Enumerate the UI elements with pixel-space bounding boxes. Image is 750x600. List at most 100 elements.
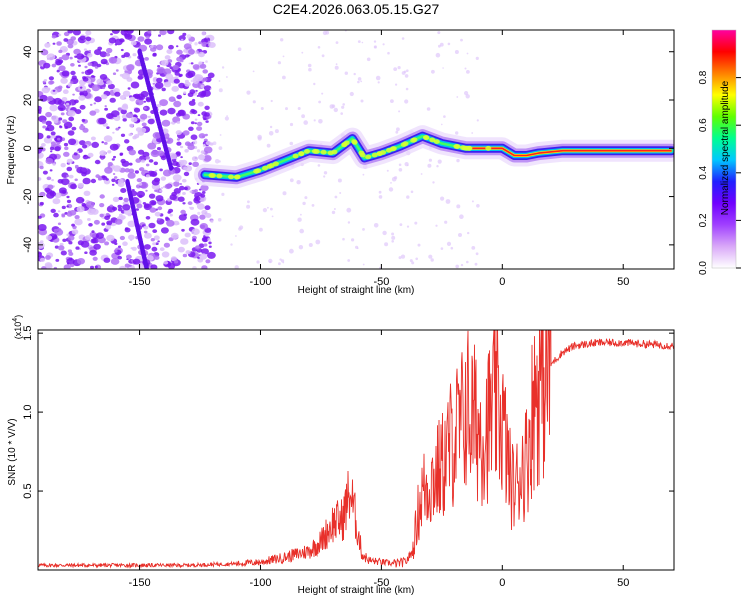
- noise-speck: [428, 158, 432, 162]
- noise-blob: [200, 193, 206, 198]
- noise-speck: [246, 90, 251, 95]
- noise-speck: [342, 103, 346, 106]
- noise-speck: [397, 66, 401, 70]
- ridge-blob: [262, 165, 268, 171]
- noise-blob: [66, 158, 73, 164]
- noise-blob: [191, 156, 199, 162]
- noise-blob: [60, 77, 68, 84]
- noise-blob: [108, 56, 118, 64]
- noise-blob: [102, 86, 106, 90]
- noise-speck: [221, 66, 225, 69]
- noise-blob: [104, 241, 110, 246]
- noise-blob: [133, 114, 137, 118]
- noise-blob: [52, 163, 56, 166]
- noise-blob: [176, 94, 182, 100]
- noise-blob: [149, 207, 157, 213]
- noise-speck: [307, 63, 312, 68]
- noise-speck: [337, 178, 342, 183]
- noise-speck: [301, 114, 305, 119]
- noise-blob: [157, 147, 161, 151]
- noise-blob: [115, 127, 120, 131]
- noise-speck: [235, 235, 237, 237]
- noise-speck: [304, 196, 308, 200]
- noise-blob: [134, 134, 140, 139]
- noise-blob: [79, 86, 83, 89]
- noise-blob: [127, 172, 136, 179]
- noise-blob: [208, 245, 212, 248]
- noise-blob: [196, 126, 203, 131]
- noise-blob: [181, 38, 184, 41]
- noise-blob: [187, 201, 193, 206]
- noise-blob: [43, 79, 48, 82]
- noise-speck: [289, 122, 294, 127]
- noise-speck: [387, 51, 390, 55]
- noise-blob: [178, 35, 186, 41]
- noise-blob: [56, 228, 62, 232]
- x-tick-label: 0: [499, 577, 505, 589]
- noise-speck: [362, 263, 365, 266]
- noise-blob: [183, 166, 188, 171]
- noise-blob: [164, 81, 172, 88]
- noise-blob: [112, 72, 117, 75]
- noise-blob: [104, 107, 108, 111]
- x-tick-label: -100: [249, 577, 271, 589]
- noise-blob: [71, 153, 81, 160]
- noise-blob: [174, 260, 179, 264]
- noise-blob: [106, 234, 115, 242]
- noise-speck: [366, 57, 371, 62]
- noise-blob: [42, 125, 47, 129]
- ridge-blob: [292, 153, 299, 159]
- noise-blob: [165, 73, 174, 80]
- noise-blob: [145, 189, 148, 192]
- snr-axes: -150 -100 -50 0 50 0.5 1.0 1.5: [22, 326, 674, 589]
- noise-speck: [437, 31, 441, 35]
- noise-blob: [156, 77, 163, 83]
- ridge-blob: [234, 174, 241, 180]
- noise-blob: [81, 118, 86, 122]
- noise-blob: [138, 96, 143, 100]
- noise-speck: [456, 204, 461, 209]
- noise-speck: [398, 168, 403, 172]
- noise-blob: [119, 265, 127, 269]
- noise-blob: [137, 75, 144, 80]
- noise-speck: [269, 260, 272, 263]
- noise-blob: [90, 178, 97, 184]
- noise-blob: [56, 69, 60, 73]
- colorbar-frame: [711, 29, 737, 269]
- noise-speck: [209, 88, 212, 90]
- noise-blob: [99, 51, 108, 58]
- noise-blob: [160, 176, 166, 181]
- noise-speck: [217, 218, 222, 222]
- noise-blob: [63, 142, 69, 147]
- noise-blob: [99, 203, 105, 208]
- ridge-blob: [268, 163, 275, 168]
- noise-blob: [184, 149, 189, 153]
- noise-speck: [406, 164, 409, 167]
- noise-blob: [53, 212, 59, 218]
- noise-blob: [93, 219, 100, 225]
- noise-blob: [52, 198, 61, 205]
- noise-blob: [198, 51, 205, 58]
- noise-blob: [108, 37, 117, 44]
- noise-blob: [180, 238, 189, 245]
- noise-speck: [430, 258, 434, 262]
- noise-speck: [300, 213, 302, 216]
- noise-blob: [194, 196, 201, 202]
- noise-speck: [247, 200, 250, 204]
- noise-blob: [114, 218, 123, 225]
- noise-blob: [207, 251, 216, 259]
- ridge-blob: [485, 145, 492, 151]
- noise-blob: [145, 216, 151, 220]
- noise-blob: [137, 149, 145, 155]
- noise-blob: [67, 130, 75, 136]
- noise-blob: [67, 110, 76, 117]
- noise-blob: [194, 74, 204, 82]
- noise-speck: [464, 91, 469, 96]
- noise-blob: [77, 182, 85, 188]
- noise-speck: [447, 42, 451, 46]
- noise-blob: [45, 235, 53, 241]
- noise-blob: [58, 49, 63, 54]
- noise-blob: [176, 49, 183, 55]
- noise-speck: [256, 260, 260, 264]
- noise-blob: [194, 189, 198, 193]
